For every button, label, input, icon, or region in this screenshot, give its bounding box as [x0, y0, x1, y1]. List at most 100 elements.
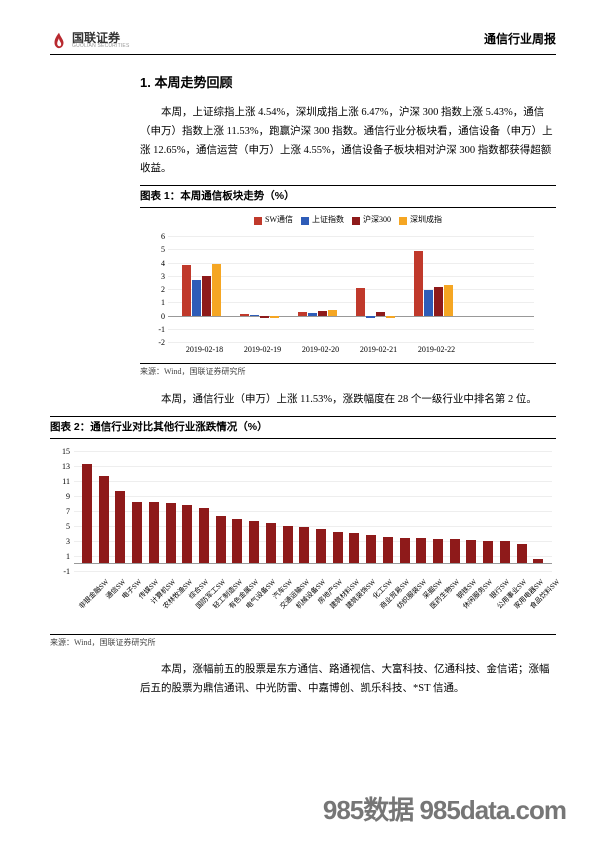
chart1-source: 来源：Wind，国联证券研究所 — [140, 363, 556, 379]
chart1-bar — [212, 264, 221, 316]
chart1-bar — [270, 316, 279, 318]
y-tick-label: -1 — [150, 324, 165, 337]
legend-label: 上证指数 — [312, 214, 344, 227]
chart2-bar — [466, 540, 476, 563]
chart2-bar — [483, 541, 493, 564]
chart1-bar — [240, 314, 249, 315]
chart2-bar — [266, 523, 276, 564]
chart2-bar — [99, 476, 109, 563]
legend-label: 深圳成指 — [410, 214, 442, 227]
y-tick-label: 3 — [54, 536, 70, 549]
chart1-bar — [318, 311, 327, 316]
chart2-bar — [450, 539, 460, 563]
chart1-bar — [328, 310, 337, 315]
legend-label: SW通信 — [265, 214, 293, 227]
chart1-bar — [182, 265, 191, 315]
body-paragraph: 本周，通信行业（申万）上涨 11.53%，涨跌幅度在 28 个一级行业中排名第 … — [140, 391, 556, 410]
chart2-caption: 图表 2：通信行业对比其他行业涨跌情况（%） — [50, 416, 556, 439]
chart1-bar — [308, 313, 317, 316]
chart2-bar — [500, 541, 510, 563]
chart1-bar — [202, 276, 211, 316]
chart1-caption: 图表 1：本周通信板块走势（%） — [140, 185, 556, 208]
chart2-bar — [517, 544, 527, 564]
legend-swatch — [254, 217, 262, 225]
chart2-bar — [533, 559, 543, 563]
y-tick-label: 0 — [150, 311, 165, 324]
chart1-bar — [386, 316, 395, 318]
chart1-bar — [260, 316, 269, 319]
chart2: -113579111315非银金融SW通信SW电子SW传媒SW计算机SW农林牧渔… — [50, 445, 556, 630]
legend-item: 上证指数 — [301, 214, 344, 227]
chart2-bar — [299, 527, 309, 563]
chart1-bar — [298, 312, 307, 316]
y-tick-label: 2 — [150, 284, 165, 297]
chart2-bar — [316, 529, 326, 563]
legend-swatch — [352, 217, 360, 225]
y-tick-label: -2 — [150, 337, 165, 350]
chart1-bar — [414, 251, 423, 316]
y-tick-label: 9 — [54, 491, 70, 504]
legend-label: 沪深300 — [363, 214, 391, 227]
x-tick-label: 2019-02-20 — [293, 344, 348, 357]
chart1-bar — [366, 316, 375, 319]
chart2-bar — [366, 535, 376, 564]
chart1-legend: SW通信 上证指数 沪深300 深圳成指 — [140, 214, 556, 227]
chart2-bar — [115, 491, 125, 563]
chart1-bar — [192, 280, 201, 316]
chart1-bar — [424, 290, 433, 315]
chart1-bar — [376, 312, 385, 316]
chart2-bar — [383, 537, 393, 563]
chart2-bar — [283, 526, 293, 564]
y-tick-label: -1 — [54, 566, 70, 579]
chart2-bar — [433, 539, 443, 563]
y-tick-label: 1 — [150, 297, 165, 310]
y-tick-label: 11 — [54, 476, 70, 489]
y-tick-label: 7 — [54, 506, 70, 519]
legend-item: 沪深300 — [352, 214, 391, 227]
chart1-bar — [356, 288, 365, 316]
y-tick-label: 3 — [150, 271, 165, 284]
chart1-bar — [444, 285, 453, 315]
chart2-bar — [349, 533, 359, 563]
x-tick-label: 2019-02-22 — [409, 344, 464, 357]
chart1-bar — [434, 287, 443, 316]
y-tick-label: 15 — [54, 446, 70, 459]
chart1-bar — [250, 315, 259, 316]
y-tick-label: 5 — [150, 244, 165, 257]
legend-swatch — [301, 217, 309, 225]
chart1: -2-10123456SW通信上证指数沪深300深圳成指2019-02-1820… — [140, 214, 556, 359]
chart2-bar — [199, 508, 209, 563]
chart2-bar — [166, 503, 176, 563]
y-tick-label: 13 — [54, 461, 70, 474]
report-title: 通信行业周报 — [484, 30, 556, 49]
company-logo: 国联证券 GUOLIAN SECURITIES — [50, 30, 130, 50]
chart2-bar — [216, 516, 226, 563]
section-heading: 1. 本周走势回顾 — [140, 73, 556, 94]
chart2-bar — [333, 532, 343, 563]
body-paragraph: 本周，上证综指上涨 4.54%，深圳成指上涨 6.47%，沪深 300 指数上涨… — [140, 104, 556, 180]
y-tick-label: 4 — [150, 258, 165, 271]
chart2-bar — [149, 502, 159, 563]
chart2-bar — [82, 464, 92, 563]
chart2-source: 来源：Wind，国联证券研究所 — [50, 634, 556, 650]
logo-text: 国联证券 — [72, 32, 130, 44]
chart2-bar — [400, 538, 410, 564]
watermark: 985数据 985data.com — [323, 790, 566, 832]
chart2-bar — [249, 521, 259, 563]
chart2-bar — [182, 505, 192, 563]
chart2-bar — [132, 502, 142, 564]
x-tick-label: 2019-02-21 — [351, 344, 406, 357]
logo-subtext: GUOLIAN SECURITIES — [72, 44, 130, 49]
legend-swatch — [399, 217, 407, 225]
legend-item: 深圳成指 — [399, 214, 442, 227]
y-tick-label: 6 — [150, 231, 165, 244]
x-tick-label: 2019-02-19 — [235, 344, 290, 357]
x-tick-label: 2019-02-18 — [177, 344, 232, 357]
chart2-bar — [232, 519, 242, 563]
body-paragraph: 本周，涨幅前五的股票是东方通信、路通视信、大富科技、亿通科技、金信诺；涨幅后五的… — [140, 661, 556, 699]
logo-flame-icon — [50, 31, 68, 49]
chart2-bar — [416, 538, 426, 563]
legend-item: SW通信 — [254, 214, 293, 227]
y-tick-label: 1 — [54, 551, 70, 564]
y-tick-label: 5 — [54, 521, 70, 534]
